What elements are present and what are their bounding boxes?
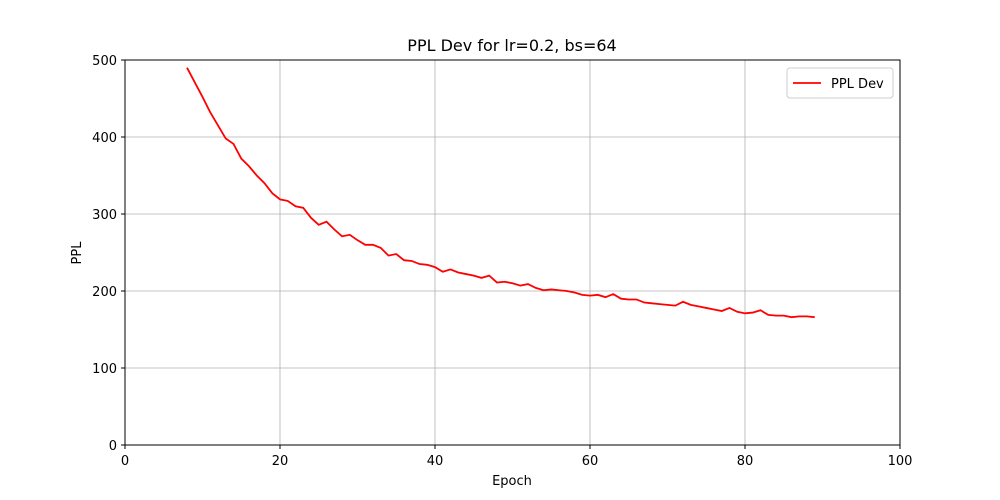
y-tick-label: 500 [92, 54, 117, 69]
x-tick-label: 20 [272, 454, 289, 469]
y-tick-label: 100 [92, 362, 117, 377]
line-series [186, 67, 815, 319]
x-tick-label: 60 [582, 454, 599, 469]
legend: PPL Dev [786, 67, 894, 99]
grid [124, 59, 901, 446]
y-axis-label: PPL [70, 241, 85, 265]
legend-box [786, 67, 894, 99]
x-axis-label: Epoch [492, 474, 532, 489]
x-tick-label: 100 [888, 454, 913, 469]
y-tick-label: 300 [92, 208, 117, 223]
x-tick-label: 0 [121, 454, 129, 469]
y-tick-label: 0 [109, 439, 117, 454]
plot-area [186, 67, 815, 319]
chart-title: PPL Dev for lr=0.2, bs=64 [407, 36, 616, 55]
axes-frame [124, 59, 901, 446]
x-tick-label: 40 [427, 454, 444, 469]
x-tick-label: 80 [737, 454, 754, 469]
y-tick-label: 400 [92, 131, 117, 146]
y-tick-label: 200 [92, 285, 117, 300]
legend-label: PPL Dev [831, 77, 884, 92]
